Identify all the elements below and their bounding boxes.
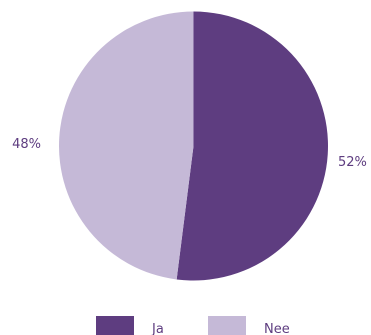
pie-slice-ja	[176, 11, 329, 281]
pie-slice-nee	[59, 11, 194, 280]
legend: Ja Nee	[96, 316, 290, 335]
legend-swatch-nee	[208, 316, 246, 335]
legend-label-ja: Ja	[151, 322, 164, 335]
legend-label-nee: Nee	[264, 322, 290, 335]
legend-swatch-ja	[96, 316, 134, 335]
pie-slices	[59, 11, 329, 281]
data-label-nee: 48%	[12, 137, 41, 152]
data-label-ja: 52%	[338, 155, 367, 170]
